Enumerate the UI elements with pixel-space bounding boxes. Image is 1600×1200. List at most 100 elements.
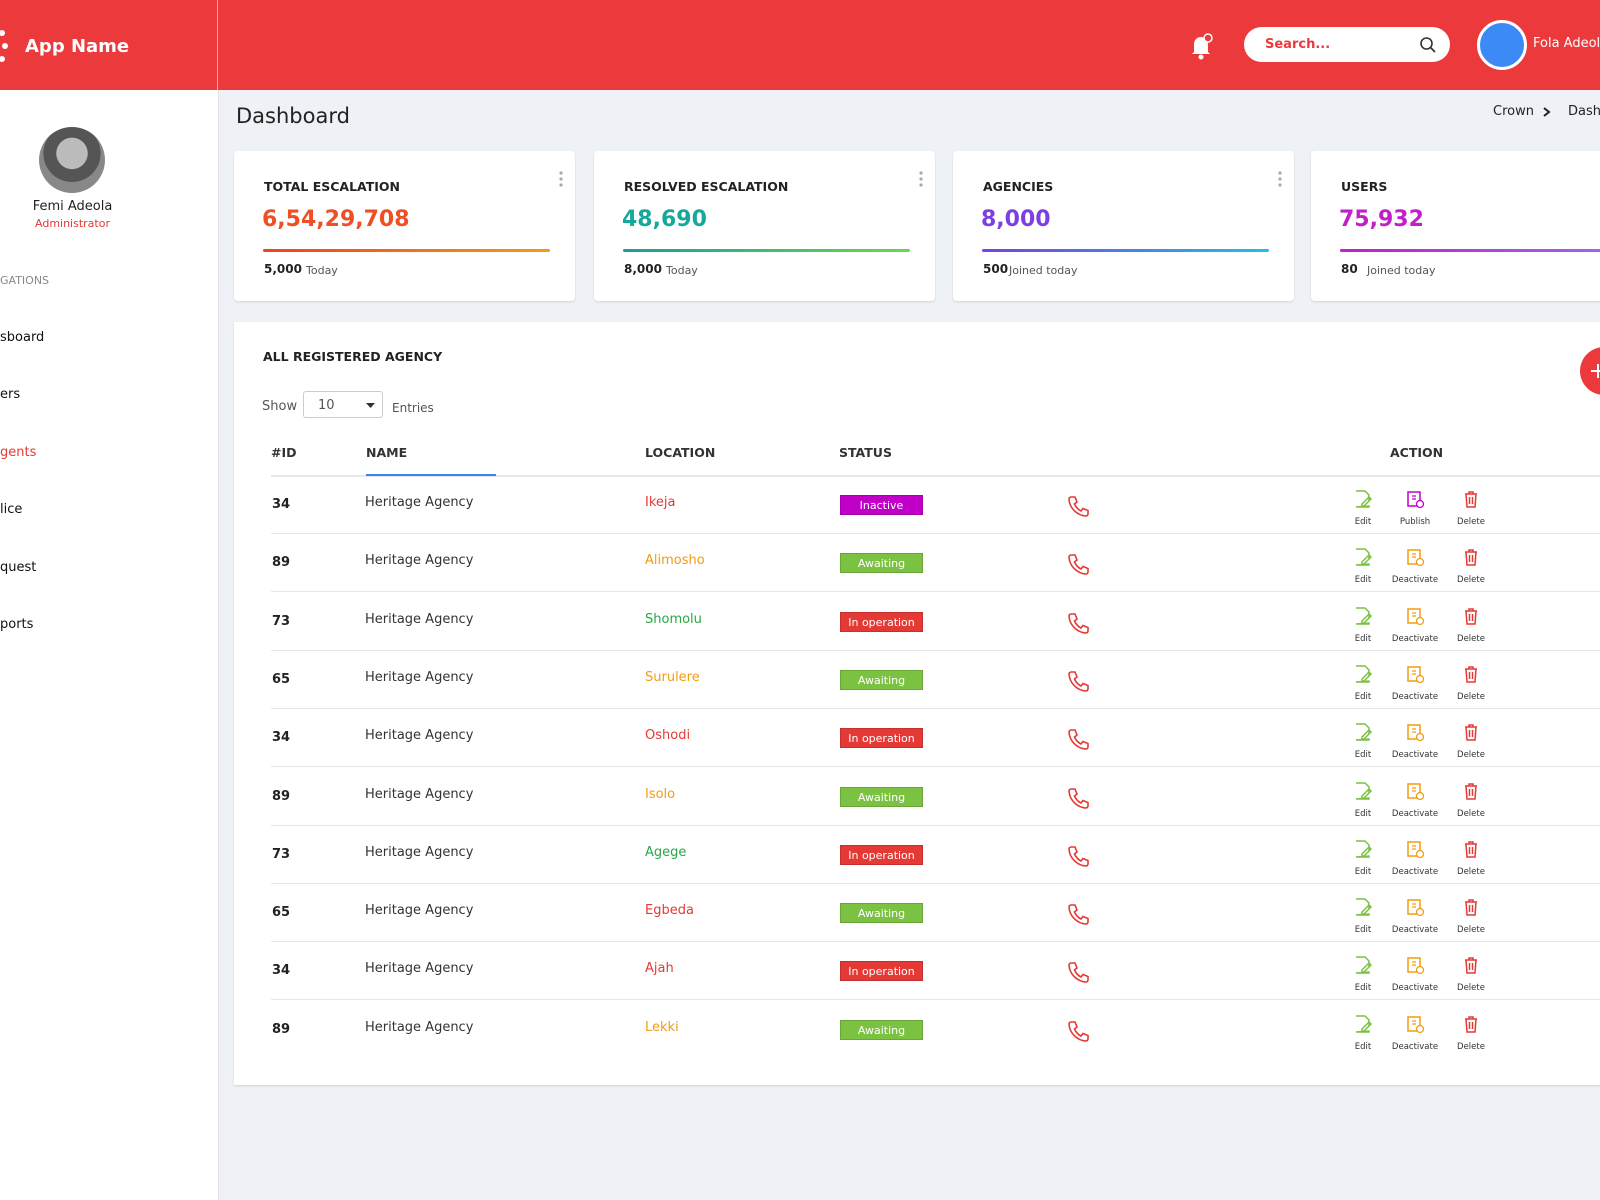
action-icon[interactable] [1405, 955, 1425, 975]
card-title: USERS [1341, 179, 1388, 194]
nav-item[interactable]: sboard [0, 330, 45, 345]
action-label[interactable]: Deactivate [1391, 808, 1439, 819]
action-label[interactable]: Delete [1457, 750, 1485, 761]
action-icon[interactable] [1353, 722, 1373, 742]
column-header[interactable]: LOCATION [645, 445, 716, 460]
row-divider [271, 824, 1600, 826]
action-icon[interactable] [1405, 897, 1425, 917]
row-id: 89 [272, 555, 291, 571]
action-label[interactable]: Edit [1354, 633, 1372, 644]
action-label[interactable]: Delete [1457, 517, 1485, 527]
call-button[interactable] [1066, 902, 1090, 926]
page-size-value[interactable]: 10 [318, 398, 335, 413]
action-icon[interactable] [1405, 722, 1425, 742]
action-icon[interactable] [1461, 489, 1481, 509]
action-icon[interactable] [1405, 781, 1425, 801]
column-header[interactable]: STATUS [839, 445, 892, 460]
action-label[interactable]: Edit [1354, 866, 1372, 877]
add-icon[interactable] [1590, 363, 1600, 379]
action-icon[interactable] [1353, 1014, 1373, 1034]
search-placeholder[interactable]: Search... [1265, 37, 1331, 52]
column-header[interactable]: #ID [271, 445, 297, 460]
action-label[interactable]: Delete [1457, 691, 1485, 702]
nav-item[interactable]: ers [0, 387, 21, 403]
action-label[interactable]: Edit [1354, 808, 1372, 819]
nav-item[interactable]: ports [0, 617, 34, 632]
action-icon[interactable] [1461, 722, 1481, 742]
action-label[interactable]: Delete [1457, 866, 1485, 877]
action-label[interactable]: Delete [1457, 808, 1485, 819]
action-icon[interactable] [1353, 606, 1373, 626]
action-label[interactable]: Delete [1457, 1041, 1485, 1052]
action-icon[interactable] [1353, 664, 1373, 684]
call-button[interactable] [1066, 844, 1090, 868]
action-label[interactable]: Deactivate [1391, 691, 1439, 702]
nav-item[interactable]: lice [0, 502, 23, 518]
nav-item[interactable]: gents [0, 444, 37, 460]
call-button[interactable] [1066, 611, 1090, 635]
action-label[interactable]: Edit [1354, 750, 1372, 761]
card-menu[interactable] [1278, 171, 1282, 187]
add-button[interactable] [1580, 347, 1600, 395]
action-label[interactable]: Edit [1354, 691, 1372, 702]
action-label[interactable]: Publish [1399, 517, 1431, 527]
breadcrumb[interactable]: Crown [1493, 104, 1534, 119]
action-icon[interactable] [1405, 1014, 1425, 1034]
row-id: 89 [272, 788, 291, 804]
action-icon[interactable] [1353, 897, 1373, 917]
call-button[interactable] [1066, 960, 1090, 984]
call-button[interactable] [1066, 727, 1090, 751]
action-icon[interactable] [1353, 489, 1373, 509]
action-label[interactable]: Edit [1354, 1041, 1372, 1052]
action-icon[interactable] [1405, 839, 1425, 859]
page-size-select[interactable] [303, 391, 383, 418]
action-icon[interactable] [1461, 897, 1481, 917]
action-label[interactable]: Deactivate [1391, 1041, 1439, 1052]
action-icon[interactable] [1461, 955, 1481, 975]
action-icon[interactable] [1461, 839, 1481, 859]
search-box[interactable] [1244, 27, 1450, 62]
action-icon[interactable] [1461, 781, 1481, 801]
action-icon[interactable] [1461, 664, 1481, 684]
action-icon[interactable] [1405, 606, 1425, 626]
action-label[interactable]: Deactivate [1391, 866, 1439, 877]
action-label[interactable]: Deactivate [1391, 575, 1439, 586]
call-button[interactable] [1066, 1019, 1090, 1043]
call-button[interactable] [1066, 552, 1090, 576]
row-divider [271, 649, 1600, 651]
action-icon[interactable] [1461, 606, 1481, 626]
action-label[interactable]: Deactivate [1391, 925, 1439, 936]
action-icon[interactable] [1353, 547, 1373, 567]
action-icon[interactable] [1461, 547, 1481, 567]
call-button[interactable] [1066, 494, 1090, 518]
action-label[interactable]: Edit [1354, 575, 1372, 586]
action-label[interactable]: Deactivate [1391, 633, 1439, 644]
action-label[interactable]: Edit [1354, 517, 1372, 527]
action-icon[interactable] [1353, 781, 1373, 801]
action-label[interactable]: Edit [1354, 983, 1372, 994]
column-header[interactable]: NAME [366, 445, 408, 460]
search-icon[interactable] [1419, 36, 1437, 54]
action-icon[interactable] [1405, 664, 1425, 684]
action-label[interactable]: Delete [1457, 925, 1485, 936]
action-label[interactable]: Delete [1457, 983, 1485, 994]
action-icon[interactable] [1353, 839, 1373, 859]
action-icon[interactable] [1461, 1014, 1481, 1034]
card-menu[interactable] [919, 171, 923, 187]
action-icon[interactable] [1405, 547, 1425, 567]
column-header[interactable]: ACTION [1390, 445, 1444, 460]
action-icon[interactable] [1405, 489, 1425, 509]
action-label[interactable]: Deactivate [1391, 750, 1439, 761]
action-icon[interactable] [1353, 955, 1373, 975]
card-menu[interactable] [559, 171, 563, 187]
action-label[interactable]: Delete [1457, 633, 1485, 644]
user-avatar[interactable] [1477, 20, 1527, 70]
agency-name: Heritage Agency [365, 495, 474, 510]
call-button[interactable] [1066, 669, 1090, 693]
action-label[interactable]: Deactivate [1391, 983, 1439, 994]
call-button[interactable] [1066, 786, 1090, 810]
action-label[interactable]: Edit [1354, 925, 1372, 936]
nav-item[interactable]: quest [0, 559, 37, 575]
notification-bell[interactable] [1188, 32, 1214, 60]
action-label[interactable]: Delete [1457, 575, 1485, 586]
